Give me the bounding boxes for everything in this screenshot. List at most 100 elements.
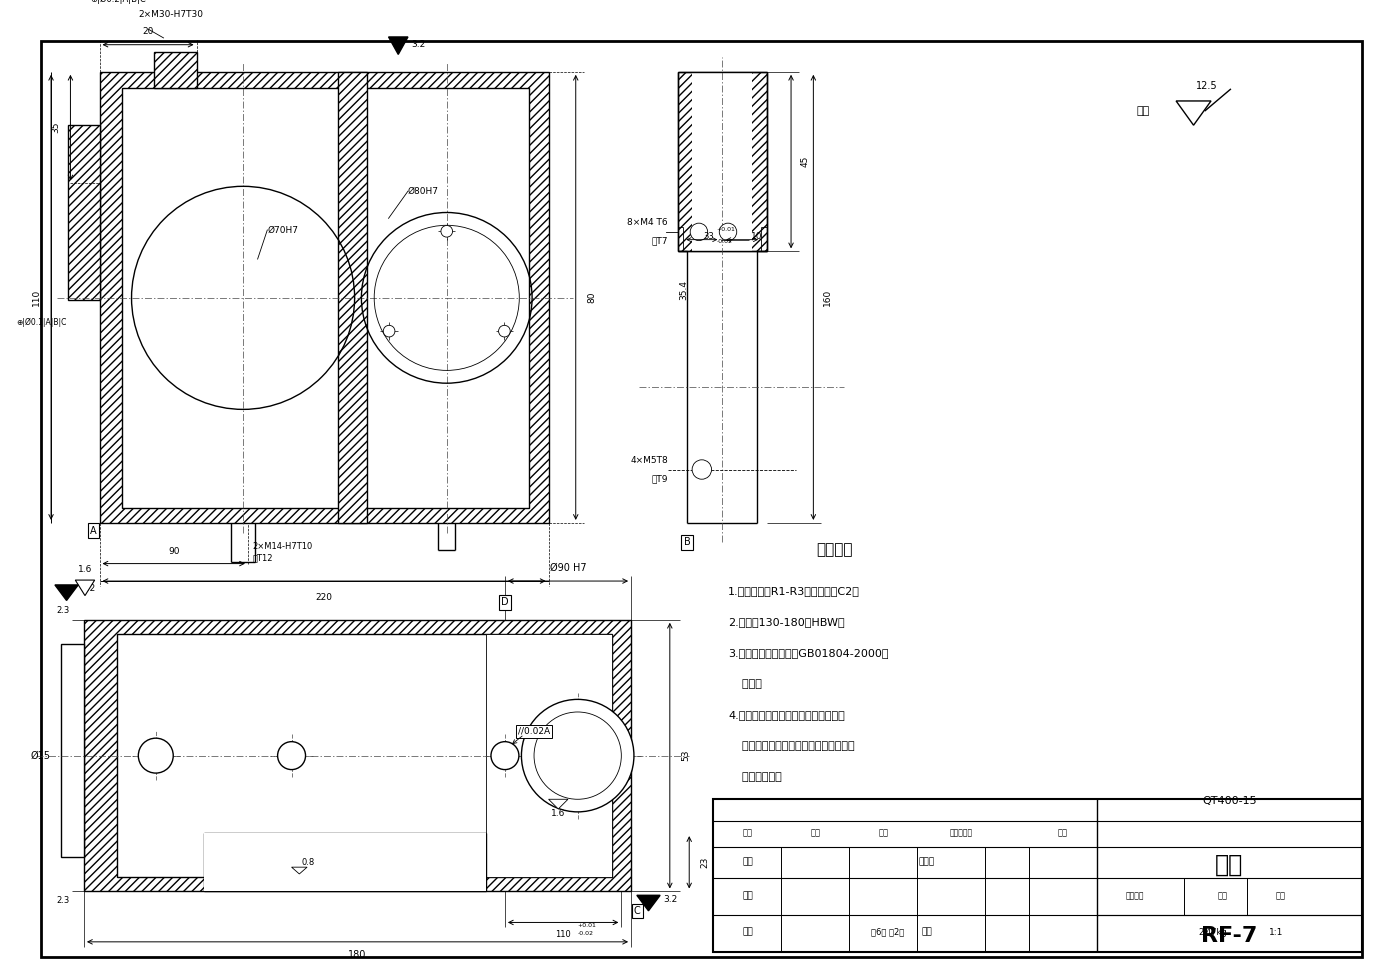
Circle shape xyxy=(384,326,395,337)
Text: 2×M30-H7T30: 2×M30-H7T30 xyxy=(139,10,204,18)
Circle shape xyxy=(441,226,453,237)
Bar xyxy=(116,635,611,877)
Text: 20: 20 xyxy=(143,27,154,36)
Circle shape xyxy=(521,700,633,812)
Text: 要求。: 要求。 xyxy=(728,679,762,689)
Text: 180: 180 xyxy=(348,950,367,959)
Text: 处数: 处数 xyxy=(811,828,821,838)
Bar xyxy=(338,72,367,523)
Bar xyxy=(122,88,529,509)
Circle shape xyxy=(277,741,305,769)
Bar xyxy=(678,72,766,251)
Text: C: C xyxy=(633,906,640,916)
Text: QT400-15: QT400-15 xyxy=(1202,797,1257,806)
Text: +0.01: +0.01 xyxy=(717,228,735,233)
Text: 110: 110 xyxy=(32,289,42,306)
Circle shape xyxy=(692,460,711,480)
Text: 3.2: 3.2 xyxy=(82,584,96,593)
Text: 孔T12: 孔T12 xyxy=(252,553,273,562)
Text: 2.3: 2.3 xyxy=(57,896,69,905)
Text: 更改文件号: 更改文件号 xyxy=(949,828,973,838)
Text: ⊕|Ø0.1|A|B|C: ⊕|Ø0.1|A|B|C xyxy=(17,318,67,327)
Text: 45: 45 xyxy=(801,156,809,168)
Text: 53: 53 xyxy=(682,750,690,762)
Text: 孔T7: 孔T7 xyxy=(651,236,668,246)
Text: 螺纹表面不允许有黑皮、碰槽、乱扣和: 螺纹表面不允许有黑皮、碰槽、乱扣和 xyxy=(728,741,855,751)
Text: 标准化: 标准化 xyxy=(919,858,936,867)
Text: D: D xyxy=(502,597,509,608)
Text: 23: 23 xyxy=(701,857,710,868)
Text: A: A xyxy=(90,526,97,536)
Polygon shape xyxy=(549,799,568,809)
Text: ⊕|Ø0.2|A|B|C: ⊕|Ø0.2|A|B|C xyxy=(90,0,146,4)
Polygon shape xyxy=(636,895,660,911)
Text: 2.3: 2.3 xyxy=(57,606,69,615)
Text: 33: 33 xyxy=(704,233,714,241)
Text: 腔体: 腔体 xyxy=(1216,853,1243,876)
Bar xyxy=(692,72,753,251)
Text: 孔T9: 孔T9 xyxy=(651,475,668,484)
Text: 重量: 重量 xyxy=(1218,891,1228,901)
Bar xyxy=(68,125,100,299)
Circle shape xyxy=(499,326,510,337)
Text: 35.4: 35.4 xyxy=(679,280,687,300)
Text: 80: 80 xyxy=(588,292,596,303)
Text: 10: 10 xyxy=(751,233,762,241)
Text: 技术要求: 技术要求 xyxy=(816,543,852,557)
Bar xyxy=(85,620,631,891)
Polygon shape xyxy=(291,867,308,874)
Text: 批准: 批准 xyxy=(922,927,933,937)
Bar xyxy=(61,644,85,858)
Text: 3.2: 3.2 xyxy=(410,40,426,49)
Text: 其余: 其余 xyxy=(1137,106,1150,115)
Polygon shape xyxy=(55,585,78,601)
Text: //0.02A: //0.02A xyxy=(518,727,550,735)
Text: 3.2: 3.2 xyxy=(663,894,678,904)
Text: Ø80H7: Ø80H7 xyxy=(407,187,439,196)
Text: 1.6: 1.6 xyxy=(552,809,565,818)
Text: 4×M5T8: 4×M5T8 xyxy=(631,455,668,465)
Polygon shape xyxy=(388,37,407,54)
Text: +0.01: +0.01 xyxy=(578,922,596,928)
Text: 比例: 比例 xyxy=(1277,891,1286,901)
Circle shape xyxy=(139,738,173,773)
Text: 12.5: 12.5 xyxy=(1196,81,1217,91)
Circle shape xyxy=(690,223,708,240)
Circle shape xyxy=(534,712,621,799)
Text: RF-7: RF-7 xyxy=(1202,926,1257,946)
Circle shape xyxy=(491,741,518,769)
Text: 1:1: 1:1 xyxy=(1268,927,1283,937)
Text: 0.8: 0.8 xyxy=(301,858,315,867)
Text: 共6张 第2张: 共6张 第2张 xyxy=(872,927,905,937)
Bar xyxy=(485,635,611,877)
Polygon shape xyxy=(1177,101,1211,125)
Circle shape xyxy=(719,223,737,240)
Bar xyxy=(204,833,485,891)
Text: B: B xyxy=(683,538,690,547)
Text: 分区: 分区 xyxy=(879,828,888,838)
Text: 1.未注圆角为R1-R3，未注倒角C2。: 1.未注圆角为R1-R3，未注倒角C2。 xyxy=(728,586,859,596)
Text: 2.47kg: 2.47kg xyxy=(1199,927,1228,937)
Text: 8×M4 T6: 8×M4 T6 xyxy=(628,218,668,227)
Text: Ø15: Ø15 xyxy=(30,751,51,761)
Text: 220: 220 xyxy=(316,593,333,602)
Text: 160: 160 xyxy=(823,289,832,306)
Text: 毛刺等缺陷。: 毛刺等缺陷。 xyxy=(728,772,782,782)
Text: 35: 35 xyxy=(51,122,61,134)
Bar xyxy=(100,72,549,523)
Text: 2×M14-H7T10: 2×M14-H7T10 xyxy=(252,543,313,551)
Text: 1.6: 1.6 xyxy=(78,565,93,575)
Text: 4.加工后的零件不允许有毛刺；加工的: 4.加工后的零件不允许有毛刺；加工的 xyxy=(728,710,844,720)
Text: 3.未注形状公差应符合GB01804-2000的: 3.未注形状公差应符合GB01804-2000的 xyxy=(728,648,888,658)
Text: 设计: 设计 xyxy=(742,858,753,867)
Text: 阶段标识: 阶段标识 xyxy=(1125,891,1145,901)
Text: 110: 110 xyxy=(556,930,571,939)
Text: 签名: 签名 xyxy=(1058,828,1067,838)
Polygon shape xyxy=(75,580,94,596)
Text: -0.02: -0.02 xyxy=(717,239,732,244)
Text: 标记: 标记 xyxy=(743,828,753,838)
Bar xyxy=(154,52,197,88)
Text: 工艺: 工艺 xyxy=(742,927,753,937)
Text: 审核: 审核 xyxy=(742,891,753,901)
Bar xyxy=(714,799,1362,952)
